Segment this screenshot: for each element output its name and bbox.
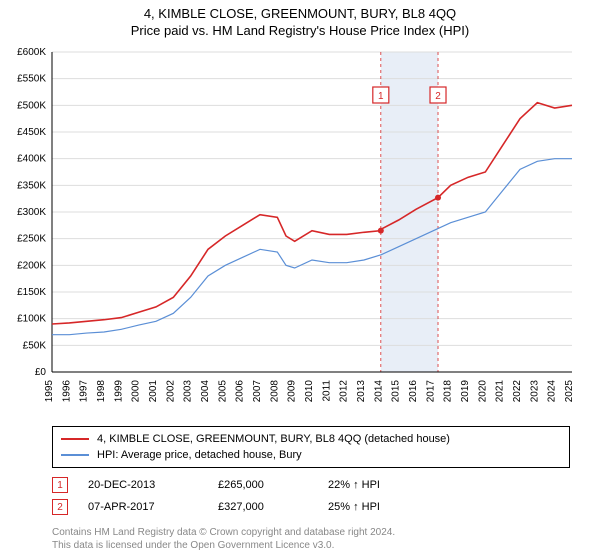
svg-text:£450K: £450K: [17, 127, 46, 138]
event-date: 07-APR-2017: [88, 501, 198, 513]
svg-text:£500K: £500K: [17, 100, 46, 111]
svg-text:2002: 2002: [165, 380, 176, 403]
event-hpi: 22% ↑ HPI: [328, 479, 418, 491]
svg-text:2007: 2007: [252, 380, 263, 403]
svg-text:2000: 2000: [131, 380, 142, 403]
svg-text:1999: 1999: [113, 380, 124, 403]
svg-text:2013: 2013: [356, 380, 367, 403]
event-price: £327,000: [218, 501, 308, 513]
svg-text:£350K: £350K: [17, 180, 46, 191]
svg-text:1998: 1998: [96, 380, 107, 403]
svg-text:£250K: £250K: [17, 234, 46, 245]
svg-text:£150K: £150K: [17, 287, 46, 298]
svg-text:2025: 2025: [564, 380, 575, 403]
event-marker: 2: [52, 499, 68, 515]
event-row: 1 20-DEC-2013 £265,000 22% ↑ HPI: [52, 474, 570, 496]
svg-text:£550K: £550K: [17, 74, 46, 85]
svg-text:2020: 2020: [477, 380, 488, 403]
svg-text:£200K: £200K: [17, 260, 46, 271]
legend-item: HPI: Average price, detached house, Bury: [61, 447, 561, 463]
event-hpi: 25% ↑ HPI: [328, 501, 418, 513]
svg-text:2019: 2019: [460, 380, 471, 403]
chart-container: 4, KIMBLE CLOSE, GREENMOUNT, BURY, BL8 4…: [0, 0, 600, 560]
svg-text:2006: 2006: [235, 380, 246, 403]
chart-area: £0 £50K £100K £150K £200K £250K £300K £350K £400…: [0, 42, 600, 422]
svg-text:1995: 1995: [44, 380, 55, 403]
svg-text:2004: 2004: [200, 380, 211, 403]
chart-subtitle: Price paid vs. HM Land Registry's House …: [0, 21, 600, 42]
svg-text:£50K: £50K: [23, 340, 47, 351]
svg-text:£0: £0: [35, 367, 47, 378]
sale-events: 1 20-DEC-2013 £265,000 22% ↑ HPI 2 07-APR-201…: [52, 474, 570, 518]
svg-text:2024: 2024: [547, 380, 558, 403]
legend-swatch: [61, 454, 89, 456]
svg-text:2017: 2017: [425, 380, 436, 403]
svg-text:1: 1: [378, 91, 384, 102]
svg-text:2010: 2010: [304, 380, 315, 403]
footer-line2: This data is licensed under the Open Gov…: [52, 539, 570, 552]
svg-text:£100K: £100K: [17, 314, 46, 325]
svg-text:2021: 2021: [495, 380, 506, 403]
svg-text:2022: 2022: [512, 380, 523, 403]
svg-text:2008: 2008: [269, 380, 280, 403]
svg-text:2015: 2015: [391, 380, 402, 403]
svg-text:£600K: £600K: [17, 47, 46, 58]
svg-text:2: 2: [435, 91, 441, 102]
svg-text:£400K: £400K: [17, 154, 46, 165]
event-row: 2 07-APR-2017 £327,000 25% ↑ HPI: [52, 496, 570, 518]
legend: 4, KIMBLE CLOSE, GREENMOUNT, BURY, BL8 4…: [52, 426, 570, 468]
svg-text:2018: 2018: [443, 380, 454, 403]
svg-text:2011: 2011: [321, 380, 332, 402]
svg-text:£300K: £300K: [17, 207, 46, 218]
event-price: £265,000: [218, 479, 308, 491]
svg-text:1997: 1997: [79, 380, 90, 403]
legend-label: HPI: Average price, detached house, Bury: [97, 449, 302, 461]
footer-line1: Contains HM Land Registry data © Crown c…: [52, 526, 570, 539]
chart-title: 4, KIMBLE CLOSE, GREENMOUNT, BURY, BL8 4…: [0, 0, 600, 21]
svg-text:1996: 1996: [61, 380, 72, 403]
legend-swatch: [61, 438, 89, 440]
event-marker: 1: [52, 477, 68, 493]
svg-text:2023: 2023: [529, 380, 540, 403]
svg-text:2003: 2003: [183, 380, 194, 403]
svg-text:2005: 2005: [217, 380, 228, 403]
svg-text:2016: 2016: [408, 380, 419, 403]
footer-attribution: Contains HM Land Registry data © Crown c…: [52, 526, 570, 552]
svg-text:2001: 2001: [148, 380, 159, 403]
svg-text:2009: 2009: [287, 380, 298, 403]
legend-item: 4, KIMBLE CLOSE, GREENMOUNT, BURY, BL8 4…: [61, 431, 561, 447]
svg-text:2014: 2014: [373, 380, 384, 403]
legend-label: 4, KIMBLE CLOSE, GREENMOUNT, BURY, BL8 4…: [97, 433, 450, 445]
svg-text:2012: 2012: [339, 380, 350, 403]
event-date: 20-DEC-2013: [88, 479, 198, 491]
line-chart: £0 £50K £100K £150K £200K £250K £300K £350K £400…: [0, 42, 600, 422]
